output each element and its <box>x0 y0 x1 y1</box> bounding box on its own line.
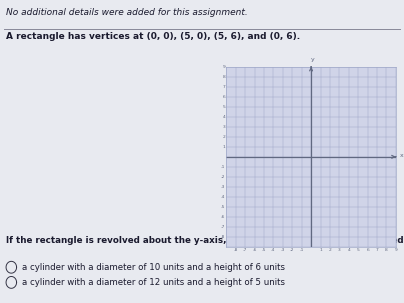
Text: x: x <box>400 153 404 158</box>
Text: A rectangle has vertices at (0, 0), (5, 0), (5, 6), and (0, 6).: A rectangle has vertices at (0, 0), (5, … <box>6 32 300 41</box>
Text: a cylinder with a diameter of 10 units and a height of 6 units: a cylinder with a diameter of 10 units a… <box>22 263 285 272</box>
Text: a cylinder with a diameter of 12 units and a height of 5 units: a cylinder with a diameter of 12 units a… <box>22 278 285 287</box>
Text: No additional details were added for this assignment.: No additional details were added for thi… <box>6 8 248 17</box>
Text: y: y <box>311 57 314 62</box>
Text: If the rectangle is revolved about the y-axis, what 3-dimensional solid is forme: If the rectangle is revolved about the y… <box>6 236 404 245</box>
